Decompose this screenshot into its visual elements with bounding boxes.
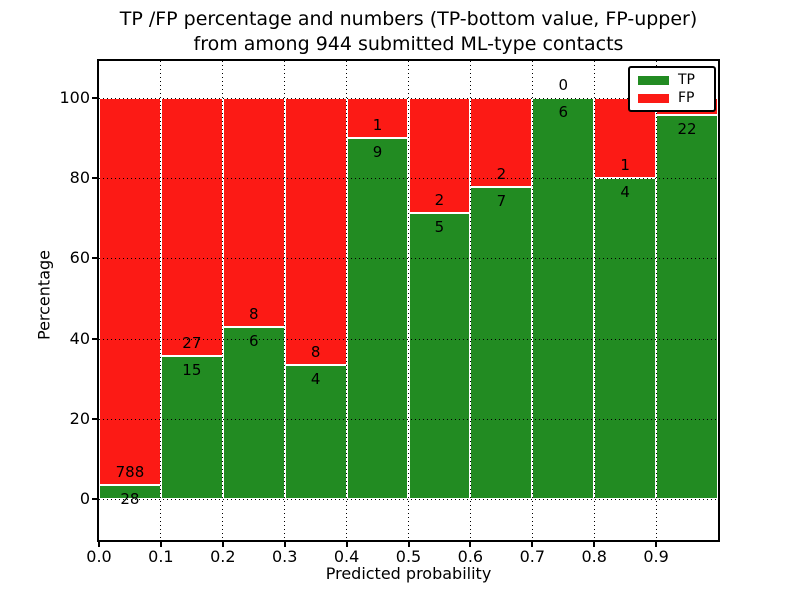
xtick-mark-0.6 — [469, 542, 472, 547]
xtick-label-0.8: 0.8 — [581, 547, 607, 566]
xtick-mark-0.9 — [655, 542, 658, 547]
bar-tp-0.2-0.3 — [222, 327, 285, 499]
bar-tp-0.6-0.7 — [470, 187, 533, 499]
gridline-v-0.1 — [160, 61, 162, 540]
xtick-mark-0.2 — [221, 542, 224, 547]
ytick-mark-20 — [92, 417, 99, 420]
chart-title-line2: from among 944 submitted ML-type contact… — [193, 33, 624, 55]
bar-fp-0.3-0.4 — [284, 98, 347, 366]
fp-count-label-0.1-0.2: 27 — [182, 333, 202, 352]
xtick-label-0.2: 0.2 — [210, 547, 236, 566]
xtick-mark-0.0 — [98, 542, 100, 547]
fp-count-label-0.4-0.5: 1 — [372, 116, 383, 135]
xtick-label-0.5: 0.5 — [395, 547, 422, 566]
ytick-mark-100 — [92, 97, 99, 99]
gridline-v-0.7 — [531, 61, 533, 540]
xtick-label-0.4: 0.4 — [333, 547, 360, 566]
tp-count-label-0.0-0.1: 28 — [120, 490, 140, 509]
ytick-label-40: 40 — [69, 328, 90, 348]
fp-count-label-0.0-0.1: 788 — [115, 463, 145, 482]
bar-tp-0.7-0.8 — [532, 98, 595, 499]
ytick-mark-40 — [92, 337, 99, 340]
chart-title-line1: TP /FP percentage and numbers (TP-bottom… — [119, 8, 698, 30]
xtick-label-0.1: 0.1 — [148, 547, 174, 566]
fp-count-label-0.6-0.7: 2 — [496, 165, 507, 184]
gridline-v-0.8 — [593, 61, 595, 540]
bar-tp-0.5-0.6 — [408, 212, 471, 499]
tp-count-label-0.8-0.9: 4 — [620, 183, 630, 202]
tp-count-label-0.4-0.5: 9 — [372, 143, 383, 162]
ytick-mark-60 — [92, 257, 99, 260]
gridline-v-0.3 — [284, 61, 286, 540]
fp-count-label-0.7-0.8: 0 — [558, 76, 569, 94]
ytick-label-20: 20 — [69, 408, 90, 428]
xtick-mark-0.4 — [345, 542, 348, 547]
gridline-v-0.6 — [469, 61, 471, 540]
bar-tp-0.1-0.2 — [160, 355, 223, 499]
plot-area: 78828271586841925270614122 — [99, 61, 718, 540]
xtick-label-0.0: 0.0 — [86, 547, 112, 566]
ytick-label-100: 100 — [59, 88, 90, 107]
xtick-label-0.3: 0.3 — [271, 547, 298, 566]
bar-tp-0.4-0.5 — [346, 138, 409, 499]
bar-tp-0.3-0.4 — [284, 365, 347, 499]
bar-tp-0.9-1.0 — [656, 115, 718, 499]
legend-item-tp: TP — [638, 73, 706, 87]
fp-count-label-0.2-0.3: 8 — [248, 305, 259, 324]
xtick-mark-0.3 — [283, 542, 286, 547]
xtick-mark-0.7 — [531, 542, 534, 547]
legend: TP FP — [628, 66, 716, 112]
chart-title: TP /FP percentage and numbers (TP-bottom… — [99, 7, 718, 57]
x-axis-label: Predicted probability — [325, 564, 492, 583]
ytick-label-0: 0 — [79, 489, 90, 508]
ytick-mark-80 — [92, 177, 99, 180]
bar-fp-0.0-0.1 — [99, 98, 161, 486]
legend-swatch-tp — [638, 75, 669, 85]
tp-count-label-0.3-0.4: 4 — [310, 370, 321, 389]
xtick-mark-0.5 — [407, 542, 410, 547]
fp-count-label-0.8-0.9: 1 — [620, 156, 630, 175]
ytick-label-60: 60 — [69, 248, 90, 268]
ytick-label-80: 80 — [69, 168, 90, 188]
gridline-v-0.9 — [655, 61, 657, 540]
tp-count-label-0.2-0.3: 6 — [248, 332, 259, 351]
gridline-v-0.5 — [408, 61, 409, 540]
legend-swatch-fp — [638, 93, 669, 103]
gridline-v-0.4 — [346, 61, 348, 540]
xtick-mark-0.1 — [159, 542, 162, 547]
fp-count-label-0.5-0.6: 2 — [434, 190, 445, 209]
xtick-mark-0.8 — [593, 542, 596, 547]
tp-count-label-0.9-1.0: 22 — [677, 120, 697, 139]
tp-count-label-0.7-0.8: 6 — [558, 103, 569, 121]
xtick-label-0.6: 0.6 — [457, 547, 484, 566]
legend-item-fp: FP — [638, 91, 706, 105]
gridline-v-0.2 — [222, 61, 224, 540]
xtick-label-0.7: 0.7 — [519, 547, 546, 566]
bar-fp-0.2-0.3 — [222, 98, 285, 328]
legend-label-fp: FP — [678, 90, 695, 106]
fp-count-label-0.3-0.4: 8 — [310, 343, 321, 362]
xtick-label-0.9: 0.9 — [643, 547, 669, 566]
tp-count-label-0.5-0.6: 5 — [434, 217, 445, 236]
tp-count-label-0.1-0.2: 15 — [182, 360, 202, 379]
ytick-mark-0 — [92, 498, 99, 500]
legend-label-tp: TP — [678, 72, 695, 88]
bar-fp-0.1-0.2 — [160, 98, 223, 356]
tp-count-label-0.6-0.7: 7 — [496, 192, 507, 211]
